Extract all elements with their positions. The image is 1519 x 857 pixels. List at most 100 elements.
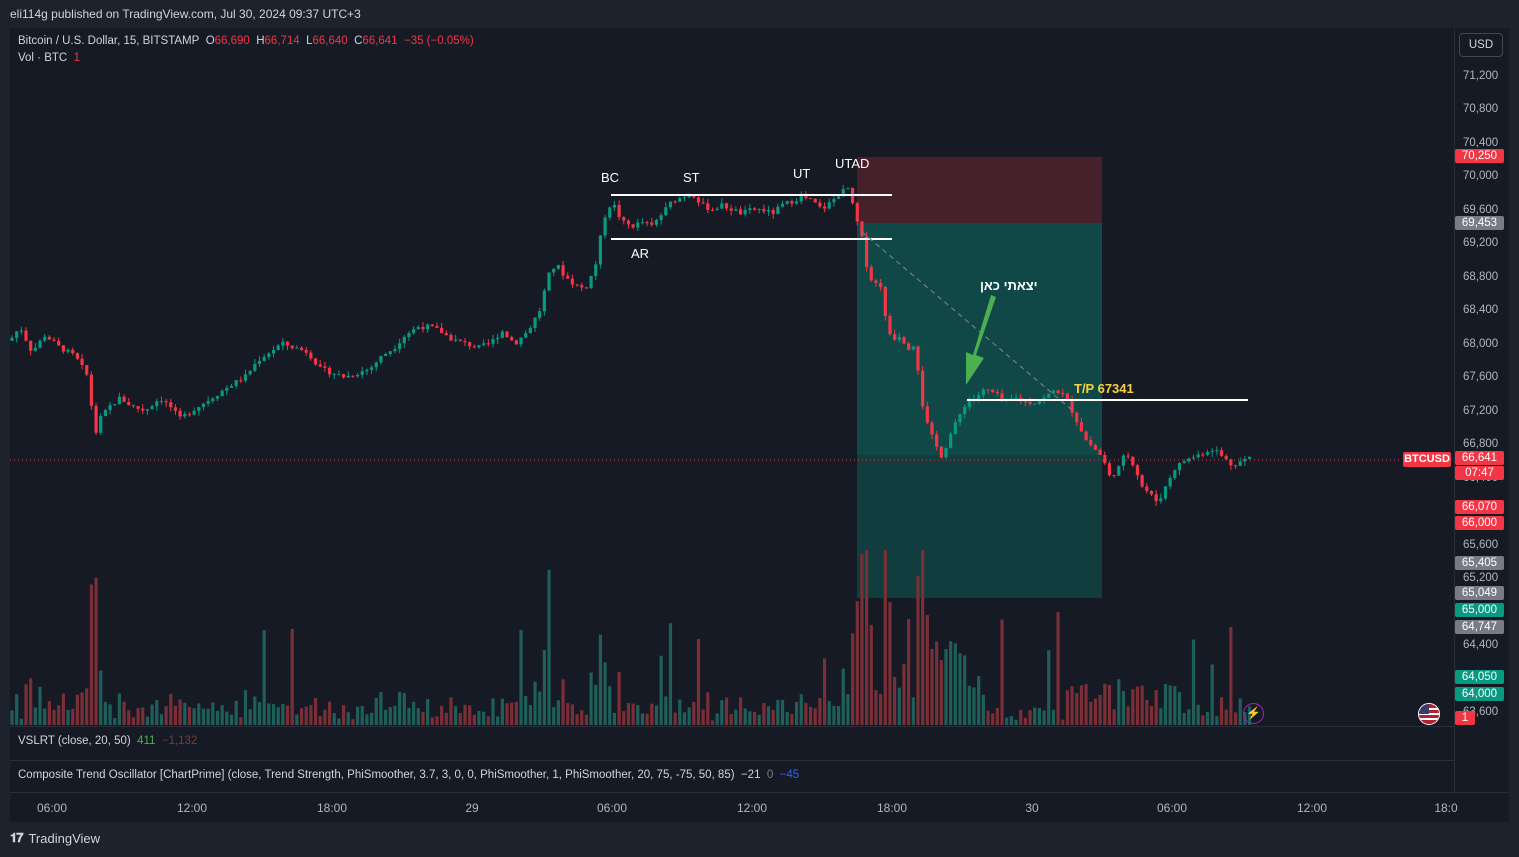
price-label-5: 66,000: [1455, 516, 1504, 530]
volume-bar: [416, 708, 420, 725]
price-label-11: 64,000: [1455, 687, 1504, 701]
us-flag-icon[interactable]: [1418, 703, 1440, 725]
candle-body: [444, 333, 448, 336]
symbol-name[interactable]: Bitcoin / U.S. Dollar, 15, BITSTAMP: [18, 35, 200, 47]
candle-body: [841, 189, 845, 197]
volume-bar: [482, 711, 486, 725]
candle-body: [85, 365, 89, 375]
price-label-4: 66,070: [1455, 500, 1504, 514]
volume-bar: [402, 693, 406, 725]
label-st: ST: [683, 170, 700, 185]
candle-body: [659, 215, 663, 221]
volume-bar: [253, 696, 257, 725]
candle-body: [472, 346, 476, 348]
volume-bar: [299, 708, 304, 725]
chart-frame[interactable]: [10, 28, 1509, 822]
candle-body: [715, 208, 719, 211]
volume-bar: [1117, 679, 1121, 725]
volume-bar: [584, 714, 589, 725]
volume-bar: [486, 716, 490, 725]
candle-body: [131, 405, 136, 407]
volume-bar: [1093, 698, 1098, 725]
candle-body: [832, 198, 836, 203]
volume-bar: [1061, 719, 1065, 725]
volume-value: 1: [73, 52, 81, 64]
candle-body: [454, 339, 458, 341]
volume-bar: [986, 710, 990, 725]
candle-body: [673, 201, 677, 203]
volume-bar: [603, 662, 607, 725]
stop-loss-zone: [857, 157, 1102, 223]
symbol-legend[interactable]: Bitcoin / U.S. Dollar, 15, BITSTAMP O66,…: [18, 35, 474, 47]
volume-bar: [1084, 684, 1088, 725]
candle-body: [267, 353, 271, 358]
candle-body: [458, 339, 462, 341]
candle-body: [710, 209, 715, 211]
volume-bar: [33, 707, 37, 725]
change-value: −35 (−0.05%): [403, 35, 474, 47]
volume-bar: [659, 655, 663, 725]
candle-body: [295, 347, 299, 349]
candle-body: [103, 410, 107, 417]
price-tick-0: 71,200: [1463, 69, 1499, 82]
price-label-8: 65,000: [1455, 603, 1504, 617]
candle-body: [1219, 450, 1224, 456]
candle-body: [430, 324, 434, 326]
candle-body: [183, 414, 187, 417]
footer-brand[interactable]: 𝟏𝟕 TradingView: [10, 830, 100, 846]
candle-body: [379, 356, 383, 363]
candle-body: [860, 221, 864, 237]
volume-bar: [1163, 683, 1168, 725]
volume-bar: [673, 712, 677, 725]
cto-label[interactable]: Composite Trend Oscillator [ChartPrime] …: [18, 769, 735, 781]
volume-bar: [706, 692, 710, 725]
candle-body: [159, 401, 164, 403]
label-exit-here: יצאתי כאן: [980, 278, 1038, 293]
volume-bar: [113, 717, 117, 725]
volume-bar: [561, 679, 565, 725]
time-tick-0: 06:00: [36, 801, 68, 815]
candle-body: [939, 446, 943, 458]
candle-body: [1098, 449, 1102, 455]
candle-body: [57, 340, 61, 346]
candle-body: [178, 410, 182, 417]
lightning-icon[interactable]: ⚡: [1243, 703, 1264, 724]
volume-bar: [1238, 698, 1242, 725]
pane-separator[interactable]: [10, 726, 1454, 727]
volume-bar: [10, 710, 14, 725]
candle-body: [346, 375, 350, 378]
candle-body: [33, 347, 37, 351]
candle-body: [953, 422, 957, 435]
candle-body: [1173, 470, 1177, 478]
volume-label[interactable]: Vol · BTC: [18, 52, 68, 64]
volume-legend[interactable]: Vol · BTC 1: [18, 52, 80, 64]
currency-button[interactable]: USD: [1459, 33, 1503, 57]
candle-body: [822, 206, 827, 209]
volume-bar: [855, 601, 859, 725]
cto-legend[interactable]: Composite Trend Oscillator [ChartPrime] …: [18, 769, 799, 781]
pane-separator-2[interactable]: [10, 760, 1454, 761]
volume-bar: [575, 714, 579, 725]
volume-bar: [332, 713, 336, 725]
candle-body: [360, 371, 364, 375]
candle-body: [1023, 401, 1027, 403]
volume-bar: [384, 709, 388, 725]
candle-body: [1089, 439, 1093, 446]
vslrt-label[interactable]: VSLRT (close, 20, 50): [18, 735, 131, 747]
candle-body: [879, 282, 883, 287]
volume-bar: [552, 706, 556, 725]
candle-body: [818, 202, 822, 207]
volume-bar: [117, 693, 122, 725]
candle-body: [813, 198, 817, 203]
vslrt-legend[interactable]: VSLRT (close, 20, 50) 411 −1,132: [18, 735, 197, 747]
candle-body: [369, 367, 374, 370]
volume-bar: [131, 717, 136, 725]
volume-bar: [393, 705, 397, 725]
candle-body: [365, 369, 369, 372]
volume-bar: [598, 634, 603, 725]
candle-body: [949, 434, 953, 448]
volume-bar: [687, 707, 691, 725]
candle-body: [612, 204, 617, 208]
volume-bar: [444, 712, 448, 725]
